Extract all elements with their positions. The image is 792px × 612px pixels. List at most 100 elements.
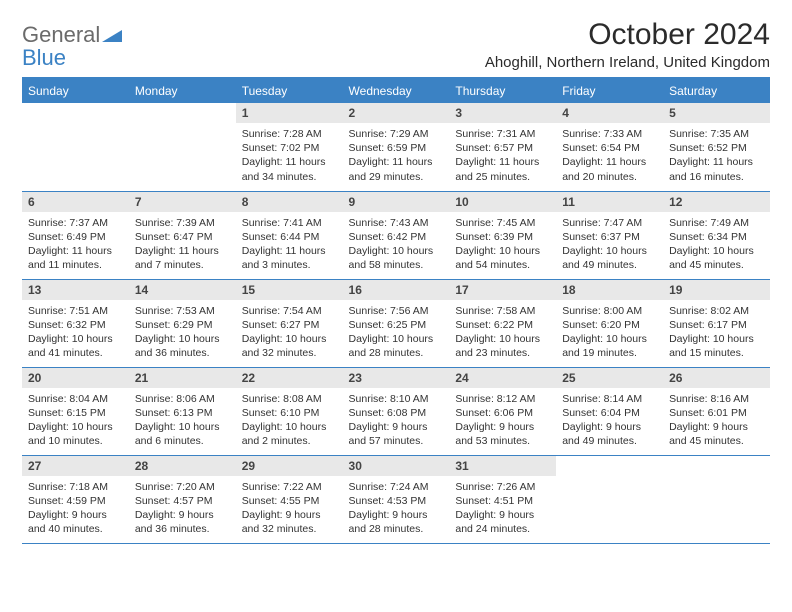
calendar-cell: 15Sunrise: 7:54 AMSunset: 6:27 PMDayligh… [236,279,343,367]
calendar-cell: 25Sunrise: 8:14 AMSunset: 6:04 PMDayligh… [556,367,663,455]
weekday-header: Saturday [663,78,770,103]
day-number: 30 [343,456,450,476]
day-number: 25 [556,368,663,388]
day-number: 2 [343,103,450,123]
weekday-header: Sunday [22,78,129,103]
calendar-cell: 9Sunrise: 7:43 AMSunset: 6:42 PMDaylight… [343,191,450,279]
day-number: 23 [343,368,450,388]
day-number: 4 [556,103,663,123]
day-body: Sunrise: 8:02 AMSunset: 6:17 PMDaylight:… [663,300,770,365]
day-number: 29 [236,456,343,476]
day-number: 21 [129,368,236,388]
day-body: Sunrise: 7:54 AMSunset: 6:27 PMDaylight:… [236,300,343,365]
day-number: 16 [343,280,450,300]
day-body: Sunrise: 8:06 AMSunset: 6:13 PMDaylight:… [129,388,236,453]
calendar-cell [22,103,129,191]
day-number: 31 [449,456,556,476]
calendar-cell: 13Sunrise: 7:51 AMSunset: 6:32 PMDayligh… [22,279,129,367]
calendar-cell: 26Sunrise: 8:16 AMSunset: 6:01 PMDayligh… [663,367,770,455]
day-number: 5 [663,103,770,123]
calendar-cell: 18Sunrise: 8:00 AMSunset: 6:20 PMDayligh… [556,279,663,367]
day-body: Sunrise: 8:12 AMSunset: 6:06 PMDaylight:… [449,388,556,453]
day-number: 11 [556,192,663,212]
calendar-cell: 20Sunrise: 8:04 AMSunset: 6:15 PMDayligh… [22,367,129,455]
day-body: Sunrise: 7:43 AMSunset: 6:42 PMDaylight:… [343,212,450,277]
calendar-cell: 28Sunrise: 7:20 AMSunset: 4:57 PMDayligh… [129,455,236,543]
day-number: 10 [449,192,556,212]
day-number: 1 [236,103,343,123]
calendar-cell: 8Sunrise: 7:41 AMSunset: 6:44 PMDaylight… [236,191,343,279]
day-number: 17 [449,280,556,300]
weekday-row: SundayMondayTuesdayWednesdayThursdayFrid… [22,78,770,103]
calendar-cell: 31Sunrise: 7:26 AMSunset: 4:51 PMDayligh… [449,455,556,543]
day-number: 27 [22,456,129,476]
day-number: 22 [236,368,343,388]
calendar-row: 1Sunrise: 7:28 AMSunset: 7:02 PMDaylight… [22,103,770,191]
calendar-row: 13Sunrise: 7:51 AMSunset: 6:32 PMDayligh… [22,279,770,367]
calendar-cell: 10Sunrise: 7:45 AMSunset: 6:39 PMDayligh… [449,191,556,279]
calendar-cell: 24Sunrise: 8:12 AMSunset: 6:06 PMDayligh… [449,367,556,455]
day-number: 12 [663,192,770,212]
day-number: 13 [22,280,129,300]
day-body: Sunrise: 7:56 AMSunset: 6:25 PMDaylight:… [343,300,450,365]
weekday-header: Tuesday [236,78,343,103]
day-number: 28 [129,456,236,476]
calendar-cell: 22Sunrise: 8:08 AMSunset: 6:10 PMDayligh… [236,367,343,455]
weekday-header: Monday [129,78,236,103]
logo: General Blue [22,18,122,70]
day-number: 18 [556,280,663,300]
calendar-cell [663,455,770,543]
day-body: Sunrise: 7:26 AMSunset: 4:51 PMDaylight:… [449,476,556,541]
day-body: Sunrise: 7:39 AMSunset: 6:47 PMDaylight:… [129,212,236,277]
calendar-cell: 4Sunrise: 7:33 AMSunset: 6:54 PMDaylight… [556,103,663,191]
calendar-cell: 7Sunrise: 7:39 AMSunset: 6:47 PMDaylight… [129,191,236,279]
day-number: 26 [663,368,770,388]
calendar-cell: 30Sunrise: 7:24 AMSunset: 4:53 PMDayligh… [343,455,450,543]
day-body: Sunrise: 7:58 AMSunset: 6:22 PMDaylight:… [449,300,556,365]
day-body: Sunrise: 7:31 AMSunset: 6:57 PMDaylight:… [449,123,556,188]
day-body: Sunrise: 8:14 AMSunset: 6:04 PMDaylight:… [556,388,663,453]
day-body: Sunrise: 7:20 AMSunset: 4:57 PMDaylight:… [129,476,236,541]
calendar-table: SundayMondayTuesdayWednesdayThursdayFrid… [22,77,770,544]
title-block: October 2024 Ahoghill, Northern Ireland,… [485,18,770,71]
day-body: Sunrise: 7:22 AMSunset: 4:55 PMDaylight:… [236,476,343,541]
calendar-cell: 3Sunrise: 7:31 AMSunset: 6:57 PMDaylight… [449,103,556,191]
day-body: Sunrise: 7:33 AMSunset: 6:54 PMDaylight:… [556,123,663,188]
weekday-header: Wednesday [343,78,450,103]
day-body: Sunrise: 7:41 AMSunset: 6:44 PMDaylight:… [236,212,343,277]
day-body: Sunrise: 8:04 AMSunset: 6:15 PMDaylight:… [22,388,129,453]
calendar-cell: 27Sunrise: 7:18 AMSunset: 4:59 PMDayligh… [22,455,129,543]
day-body: Sunrise: 7:35 AMSunset: 6:52 PMDaylight:… [663,123,770,188]
day-number: 3 [449,103,556,123]
day-body: Sunrise: 8:08 AMSunset: 6:10 PMDaylight:… [236,388,343,453]
day-body: Sunrise: 8:16 AMSunset: 6:01 PMDaylight:… [663,388,770,453]
location-text: Ahoghill, Northern Ireland, United Kingd… [485,54,770,71]
calendar-cell: 21Sunrise: 8:06 AMSunset: 6:13 PMDayligh… [129,367,236,455]
day-number: 24 [449,368,556,388]
day-number: 15 [236,280,343,300]
calendar-cell: 23Sunrise: 8:10 AMSunset: 6:08 PMDayligh… [343,367,450,455]
day-body: Sunrise: 7:29 AMSunset: 6:59 PMDaylight:… [343,123,450,188]
day-body: Sunrise: 7:18 AMSunset: 4:59 PMDaylight:… [22,476,129,541]
day-body: Sunrise: 7:51 AMSunset: 6:32 PMDaylight:… [22,300,129,365]
calendar-cell: 19Sunrise: 8:02 AMSunset: 6:17 PMDayligh… [663,279,770,367]
day-body: Sunrise: 8:00 AMSunset: 6:20 PMDaylight:… [556,300,663,365]
day-number: 14 [129,280,236,300]
calendar-cell: 12Sunrise: 7:49 AMSunset: 6:34 PMDayligh… [663,191,770,279]
calendar-body: 1Sunrise: 7:28 AMSunset: 7:02 PMDaylight… [22,103,770,543]
weekday-header: Friday [556,78,663,103]
month-title: October 2024 [485,18,770,52]
day-body: Sunrise: 7:45 AMSunset: 6:39 PMDaylight:… [449,212,556,277]
calendar-cell: 6Sunrise: 7:37 AMSunset: 6:49 PMDaylight… [22,191,129,279]
day-number: 20 [22,368,129,388]
day-body: Sunrise: 7:37 AMSunset: 6:49 PMDaylight:… [22,212,129,277]
day-number: 6 [22,192,129,212]
day-number: 7 [129,192,236,212]
day-number: 8 [236,192,343,212]
weekday-header: Thursday [449,78,556,103]
day-number: 19 [663,280,770,300]
calendar-cell: 29Sunrise: 7:22 AMSunset: 4:55 PMDayligh… [236,455,343,543]
logo-word2: Blue [22,45,66,70]
calendar-cell [556,455,663,543]
calendar-cell: 14Sunrise: 7:53 AMSunset: 6:29 PMDayligh… [129,279,236,367]
